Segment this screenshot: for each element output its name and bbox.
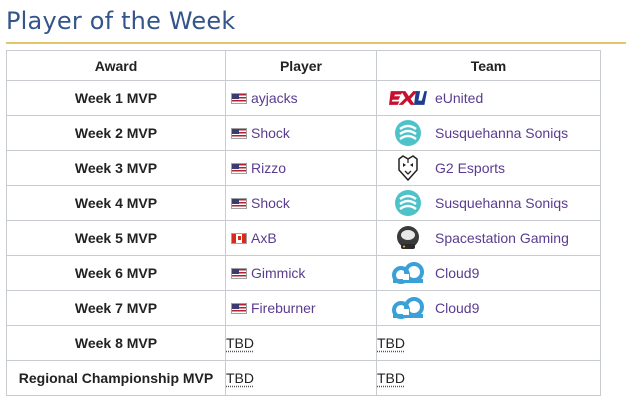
player-link[interactable]: ayjacks	[251, 90, 298, 106]
player-link[interactable]: Fireburner	[251, 300, 316, 316]
cloud9-logo-icon[interactable]	[389, 294, 427, 322]
player-cell: TBD	[225, 325, 377, 361]
team-link[interactable]: Cloud9	[435, 265, 480, 281]
award-cell: Week 1 MVP	[6, 80, 226, 116]
player-cell: AxB	[225, 220, 377, 256]
tbd-player: TBD	[226, 335, 254, 351]
player-link[interactable]: Shock	[251, 125, 290, 141]
player-cell: Shock	[225, 115, 377, 151]
award-cell: Week 3 MVP	[6, 150, 226, 186]
table-row: Week 1 MVP ayjacks eUnited	[6, 80, 601, 116]
player-cell: Fireburner	[225, 290, 377, 326]
us-flag-icon	[231, 162, 247, 174]
us-flag-icon	[231, 267, 247, 279]
table-row: Week 2 MVP Shock	[6, 115, 601, 151]
tbd-team: TBD	[377, 335, 405, 351]
table-row: Regional Championship MVP TBD TBD	[6, 360, 601, 396]
team-cell: Susquehanna Soniqs	[376, 115, 601, 151]
team-link[interactable]: Susquehanna Soniqs	[435, 195, 569, 211]
player-cell: Gimmick	[225, 255, 377, 291]
award-cell: Week 4 MVP	[6, 185, 226, 221]
award-cell: Week 8 MVP	[6, 325, 226, 361]
team-cell: G2 Esports	[376, 150, 601, 186]
team-cell: eUnited	[376, 80, 601, 116]
team-cell: Cloud9	[376, 255, 601, 291]
header-player: Player	[225, 50, 377, 81]
award-cell: Regional Championship MVP	[6, 360, 226, 396]
spacestation-logo-icon[interactable]	[389, 224, 427, 252]
player-link[interactable]: Gimmick	[251, 265, 306, 281]
ca-flag-icon	[231, 232, 247, 244]
team-cell: Susquehanna Soniqs	[376, 185, 601, 221]
player-cell: Shock	[225, 185, 377, 221]
cloud9-logo-icon[interactable]	[389, 259, 427, 287]
award-cell: Week 5 MVP	[6, 220, 226, 256]
table-row: Week 5 MVP AxB	[6, 220, 601, 256]
player-cell: Rizzo	[225, 150, 377, 186]
team-link[interactable]: Cloud9	[435, 300, 480, 316]
player-link[interactable]: AxB	[251, 230, 277, 246]
team-link[interactable]: Susquehanna Soniqs	[435, 125, 569, 141]
team-cell: Cloud9	[376, 290, 601, 326]
table-header-row: Award Player Team	[6, 50, 601, 81]
header-award: Award	[6, 50, 226, 81]
player-link[interactable]: Rizzo	[251, 160, 287, 176]
player-link[interactable]: Shock	[251, 195, 290, 211]
us-flag-icon	[231, 302, 247, 314]
table-row: Week 3 MVP Rizzo	[6, 150, 601, 186]
soniqs-logo-icon[interactable]	[389, 189, 427, 217]
award-cell: Week 2 MVP	[6, 115, 226, 151]
g2-logo-icon[interactable]	[389, 154, 427, 182]
table-row: Week 7 MVP Fireburner	[6, 290, 601, 326]
tbd-team: TBD	[377, 370, 405, 386]
player-cell: TBD	[225, 360, 377, 396]
team-link[interactable]: Spacestation Gaming	[435, 230, 569, 246]
tbd-player: TBD	[226, 370, 254, 386]
table-row: Week 4 MVP Shock	[6, 185, 601, 221]
us-flag-icon	[231, 127, 247, 139]
page-title: Player of the Week	[6, 7, 236, 35]
us-flag-icon	[231, 92, 247, 104]
table-row: Week 6 MVP Gimmick	[6, 255, 601, 291]
award-cell: Week 7 MVP	[6, 290, 226, 326]
soniqs-logo-icon[interactable]	[389, 119, 427, 147]
team-cell: TBD	[376, 360, 601, 396]
team-link[interactable]: G2 Esports	[435, 160, 506, 176]
team-link[interactable]: eUnited	[435, 90, 484, 106]
header-team: Team	[376, 50, 601, 81]
player-cell: ayjacks	[225, 80, 377, 116]
player-of-the-week-table: Award Player Team Week 1 MVP ayjacks	[6, 50, 601, 396]
team-cell: TBD	[376, 325, 601, 361]
eunited-logo-icon[interactable]	[389, 84, 427, 112]
page-heading: Player of the Week	[6, 4, 626, 44]
table-row: Week 8 MVP TBD TBD	[6, 325, 601, 361]
award-cell: Week 6 MVP	[6, 255, 226, 291]
team-cell: Spacestation Gaming	[376, 220, 601, 256]
us-flag-icon	[231, 197, 247, 209]
